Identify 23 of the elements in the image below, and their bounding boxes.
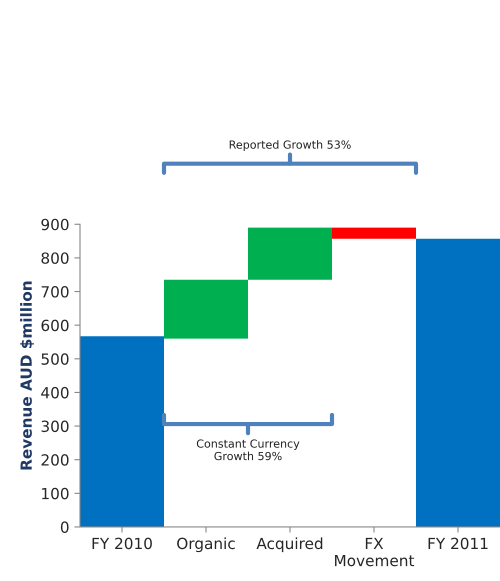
bar — [164, 280, 248, 339]
x-tick-label: FX Movement — [335, 538, 414, 566]
y-axis-title: Revenue AUD $million — [20, 282, 34, 470]
y-tick-label: 800 — [41, 252, 69, 264]
y-tick-label: 300 — [42, 420, 69, 432]
annotation: Constant Currency Growth 59% — [196, 439, 300, 460]
bar — [332, 228, 416, 239]
y-tick-label: 900 — [41, 218, 69, 230]
bar — [80, 336, 164, 527]
text: Reported Growth 53% — [230, 140, 351, 151]
y-tick-label: 600 — [41, 320, 69, 332]
y-tick-label: 500 — [42, 353, 69, 365]
x-tick-label: Acquired — [256, 537, 322, 552]
y-tick-label: 200 — [42, 454, 69, 466]
x-tick-label: FY 2010 — [92, 538, 152, 550]
y-tick-label: 400 — [41, 386, 69, 398]
x-tick-label: Organic — [177, 537, 235, 552]
y-tick-label: 700 — [42, 286, 69, 298]
bar — [416, 238, 500, 527]
y-tick-label: 0 — [60, 521, 69, 533]
x-tick-label: FY 2011 — [428, 538, 488, 550]
y-tick-label: 100 — [42, 488, 69, 500]
bar — [248, 228, 332, 280]
